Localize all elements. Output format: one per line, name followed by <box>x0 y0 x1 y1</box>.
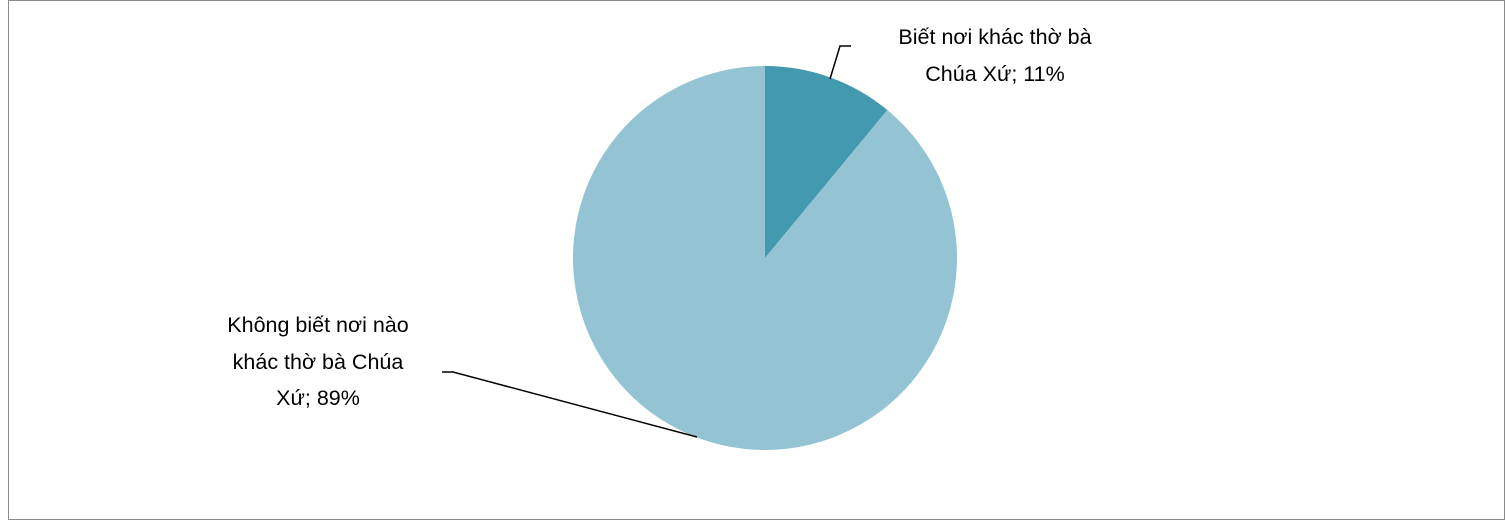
leader-lines <box>442 45 851 438</box>
slice-label-known-line-2: Chúa Xứ; 11% <box>925 62 1065 86</box>
slice-label-unknown-line-3: Xứ; 89% <box>276 386 360 410</box>
leader-line-unknown <box>442 371 698 438</box>
pie-slices <box>573 66 957 451</box>
slice-label-unknown-line-1: Không biết nơi nào <box>227 313 409 337</box>
leader-line-known <box>829 45 851 80</box>
slice-label-known-line-1: Biết nơi khác thờ bà <box>898 25 1091 49</box>
slice-label-known: Biết nơi khác thờ bà Chúa Xứ; 11% <box>898 25 1091 86</box>
pie-slice-known <box>765 66 888 258</box>
pie-chart: Biết nơi khác thờ bà Chúa Xứ; 11% Không … <box>227 25 1092 451</box>
slice-label-unknown-line-2: khác thờ bà Chúa <box>233 350 404 374</box>
pie-slice-unknown <box>573 66 957 451</box>
slice-label-unknown: Không biết nơi nào khác thờ bà Chúa Xứ; … <box>227 313 409 410</box>
